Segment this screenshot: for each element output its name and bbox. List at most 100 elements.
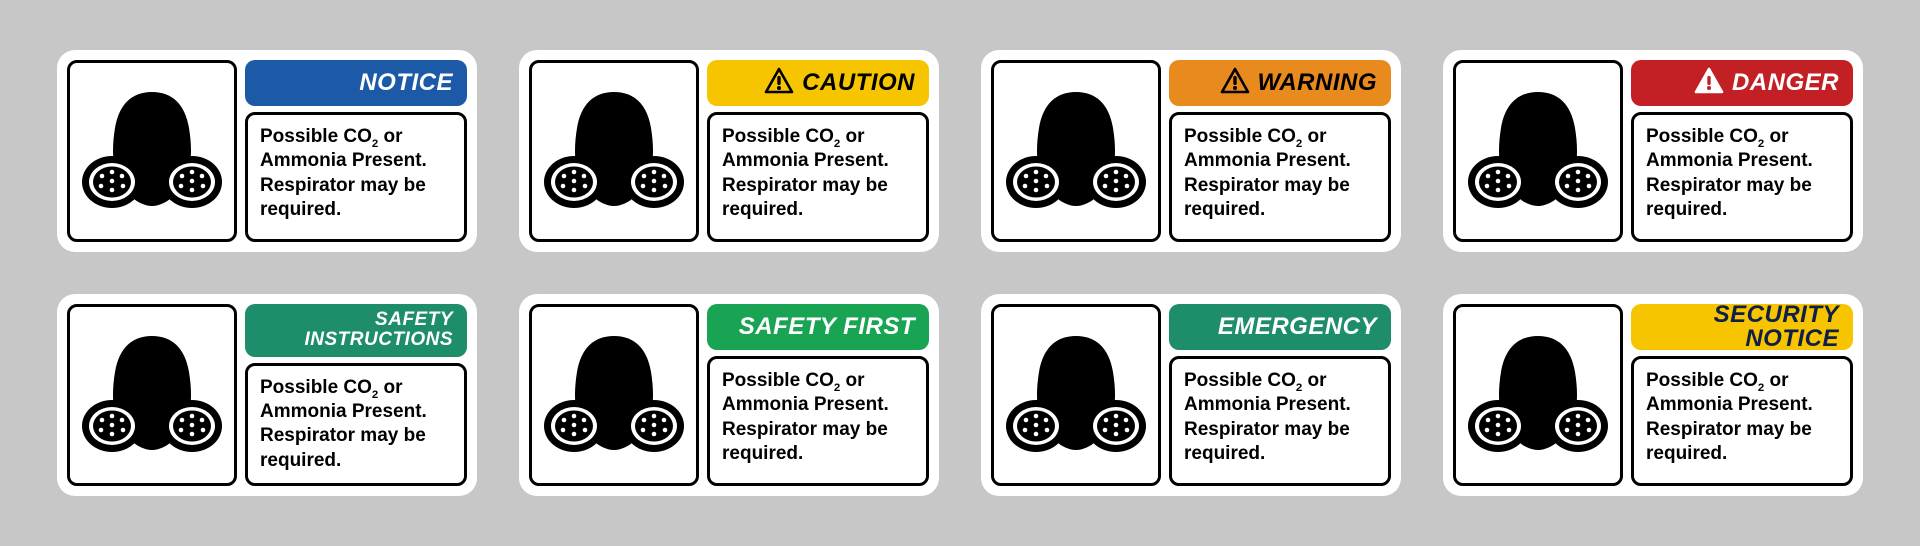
body-line1-prefix: Possible CO bbox=[1646, 370, 1758, 391]
sign-safety-instructions: SAFETYINSTRUCTIONSPossible CO2 orAmmonia… bbox=[57, 294, 477, 496]
body-line1-prefix: Possible CO bbox=[1184, 370, 1296, 391]
sign-header-label: CAUTION bbox=[802, 71, 915, 95]
respirator-icon bbox=[991, 60, 1161, 242]
sign-text-stack: EMERGENCYPossible CO2 orAmmonia Present.… bbox=[1169, 304, 1391, 486]
body-line3: Respirator may be bbox=[722, 175, 888, 196]
respirator-icon bbox=[991, 304, 1161, 486]
body-line3: Respirator may be bbox=[1184, 175, 1350, 196]
sign-header: DANGER bbox=[1631, 60, 1853, 106]
sign-notice: NOTICEPossible CO2 orAmmonia Present.Res… bbox=[57, 50, 477, 252]
body-line3: Respirator may be bbox=[1646, 419, 1812, 440]
sign-body-text: Possible CO2 orAmmonia Present.Respirato… bbox=[260, 376, 427, 473]
sign-body: Possible CO2 orAmmonia Present.Respirato… bbox=[245, 112, 467, 242]
sign-text-stack: SECURITY NOTICEPossible CO2 orAmmonia Pr… bbox=[1631, 304, 1853, 486]
sign-security-notice: SECURITY NOTICEPossible CO2 orAmmonia Pr… bbox=[1443, 294, 1863, 496]
body-line4: required. bbox=[260, 450, 341, 471]
respirator-icon bbox=[529, 60, 699, 242]
body-line4: required. bbox=[1184, 443, 1265, 464]
body-line1-prefix: Possible CO bbox=[722, 126, 834, 147]
sign-header: WARNING bbox=[1169, 60, 1391, 106]
body-line2: Ammonia Present. bbox=[1184, 150, 1351, 171]
sign-header: EMERGENCY bbox=[1169, 304, 1391, 350]
body-line1-prefix: Possible CO bbox=[260, 126, 372, 147]
body-line4: required. bbox=[1646, 199, 1727, 220]
sign-text-stack: NOTICEPossible CO2 orAmmonia Present.Res… bbox=[245, 60, 467, 242]
body-line2: Ammonia Present. bbox=[260, 150, 427, 171]
signs-row-1: NOTICEPossible CO2 orAmmonia Present.Res… bbox=[57, 50, 1863, 252]
body-line1-prefix: Possible CO bbox=[1646, 126, 1758, 147]
body-line4: required. bbox=[260, 199, 341, 220]
sign-text-stack: DANGERPossible CO2 orAmmonia Present.Res… bbox=[1631, 60, 1853, 242]
body-line4: required. bbox=[722, 443, 803, 464]
signs-row-2: SAFETYINSTRUCTIONSPossible CO2 orAmmonia… bbox=[57, 294, 1863, 496]
body-line2: Ammonia Present. bbox=[722, 150, 889, 171]
body-line3: Respirator may be bbox=[260, 425, 426, 446]
sign-body: Possible CO2 orAmmonia Present.Respirato… bbox=[1631, 112, 1853, 242]
warning-triangle-icon bbox=[764, 67, 794, 100]
sign-text-stack: SAFETY FIRSTPossible CO2 orAmmonia Prese… bbox=[707, 304, 929, 486]
sign-danger: DANGERPossible CO2 orAmmonia Present.Res… bbox=[1443, 50, 1863, 252]
respirator-icon bbox=[529, 304, 699, 486]
sign-body: Possible CO2 orAmmonia Present.Respirato… bbox=[1169, 356, 1391, 486]
sign-body-text: Possible CO2 orAmmonia Present.Respirato… bbox=[722, 369, 889, 466]
sign-body-text: Possible CO2 orAmmonia Present.Respirato… bbox=[1184, 369, 1351, 466]
body-line1-suffix: or bbox=[1764, 370, 1788, 391]
sign-header-label: NOTICE bbox=[359, 71, 453, 95]
sign-body-text: Possible CO2 orAmmonia Present.Respirato… bbox=[722, 125, 889, 222]
sign-header-label: SAFETY FIRST bbox=[739, 315, 915, 339]
sign-text-stack: SAFETYINSTRUCTIONSPossible CO2 orAmmonia… bbox=[245, 304, 467, 486]
sign-warning: WARNINGPossible CO2 orAmmonia Present.Re… bbox=[981, 50, 1401, 252]
respirator-icon bbox=[1453, 60, 1623, 242]
body-line1-prefix: Possible CO bbox=[722, 370, 834, 391]
body-line1-suffix: or bbox=[378, 377, 402, 398]
warning-triangle-icon bbox=[1220, 67, 1250, 100]
body-line4: required. bbox=[1646, 443, 1727, 464]
sign-body-text: Possible CO2 orAmmonia Present.Respirato… bbox=[1646, 125, 1813, 222]
sign-body: Possible CO2 orAmmonia Present.Respirato… bbox=[707, 356, 929, 486]
sign-body-text: Possible CO2 orAmmonia Present.Respirato… bbox=[1184, 125, 1351, 222]
body-line4: required. bbox=[1184, 199, 1265, 220]
sign-header-label: EMERGENCY bbox=[1218, 315, 1377, 339]
body-line1-suffix: or bbox=[1302, 370, 1326, 391]
body-line3: Respirator may be bbox=[1646, 175, 1812, 196]
sign-header: NOTICE bbox=[245, 60, 467, 106]
sign-body: Possible CO2 orAmmonia Present.Respirato… bbox=[1631, 356, 1853, 486]
body-line3: Respirator may be bbox=[260, 175, 426, 196]
warning-triangle-icon bbox=[1694, 67, 1724, 100]
body-line4: required. bbox=[722, 199, 803, 220]
sign-header: SAFETY FIRST bbox=[707, 304, 929, 350]
sign-body-text: Possible CO2 orAmmonia Present.Respirato… bbox=[1646, 369, 1813, 466]
sign-body-text: Possible CO2 orAmmonia Present.Respirato… bbox=[260, 125, 427, 222]
body-line2: Ammonia Present. bbox=[1646, 394, 1813, 415]
body-line2: Ammonia Present. bbox=[722, 394, 889, 415]
sign-header-label: SECURITY NOTICE bbox=[1645, 303, 1839, 351]
body-line1-prefix: Possible CO bbox=[260, 377, 372, 398]
sign-caution: CAUTIONPossible CO2 orAmmonia Present.Re… bbox=[519, 50, 939, 252]
body-line3: Respirator may be bbox=[722, 419, 888, 440]
sign-header: CAUTION bbox=[707, 60, 929, 106]
body-line1-suffix: or bbox=[840, 370, 864, 391]
respirator-icon bbox=[67, 304, 237, 486]
sign-body: Possible CO2 orAmmonia Present.Respirato… bbox=[707, 112, 929, 242]
respirator-icon bbox=[67, 60, 237, 242]
body-line1-suffix: or bbox=[1302, 126, 1326, 147]
sign-header-label: DANGER bbox=[1732, 71, 1839, 95]
sign-header-label: SAFETYINSTRUCTIONS bbox=[305, 310, 454, 350]
sign-header: SECURITY NOTICE bbox=[1631, 304, 1853, 350]
body-line2: Ammonia Present. bbox=[260, 401, 427, 422]
sign-body: Possible CO2 orAmmonia Present.Respirato… bbox=[245, 363, 467, 486]
sign-body: Possible CO2 orAmmonia Present.Respirato… bbox=[1169, 112, 1391, 242]
sign-text-stack: CAUTIONPossible CO2 orAmmonia Present.Re… bbox=[707, 60, 929, 242]
sign-header-label: WARNING bbox=[1258, 71, 1378, 95]
body-line2: Ammonia Present. bbox=[1184, 394, 1351, 415]
body-line1-suffix: or bbox=[1764, 126, 1788, 147]
body-line2: Ammonia Present. bbox=[1646, 150, 1813, 171]
body-line1-prefix: Possible CO bbox=[1184, 126, 1296, 147]
respirator-icon bbox=[1453, 304, 1623, 486]
sign-safety-first: SAFETY FIRSTPossible CO2 orAmmonia Prese… bbox=[519, 294, 939, 496]
body-line1-suffix: or bbox=[840, 126, 864, 147]
body-line3: Respirator may be bbox=[1184, 419, 1350, 440]
sign-header: SAFETYINSTRUCTIONS bbox=[245, 304, 467, 357]
sign-text-stack: WARNINGPossible CO2 orAmmonia Present.Re… bbox=[1169, 60, 1391, 242]
body-line1-suffix: or bbox=[378, 126, 402, 147]
